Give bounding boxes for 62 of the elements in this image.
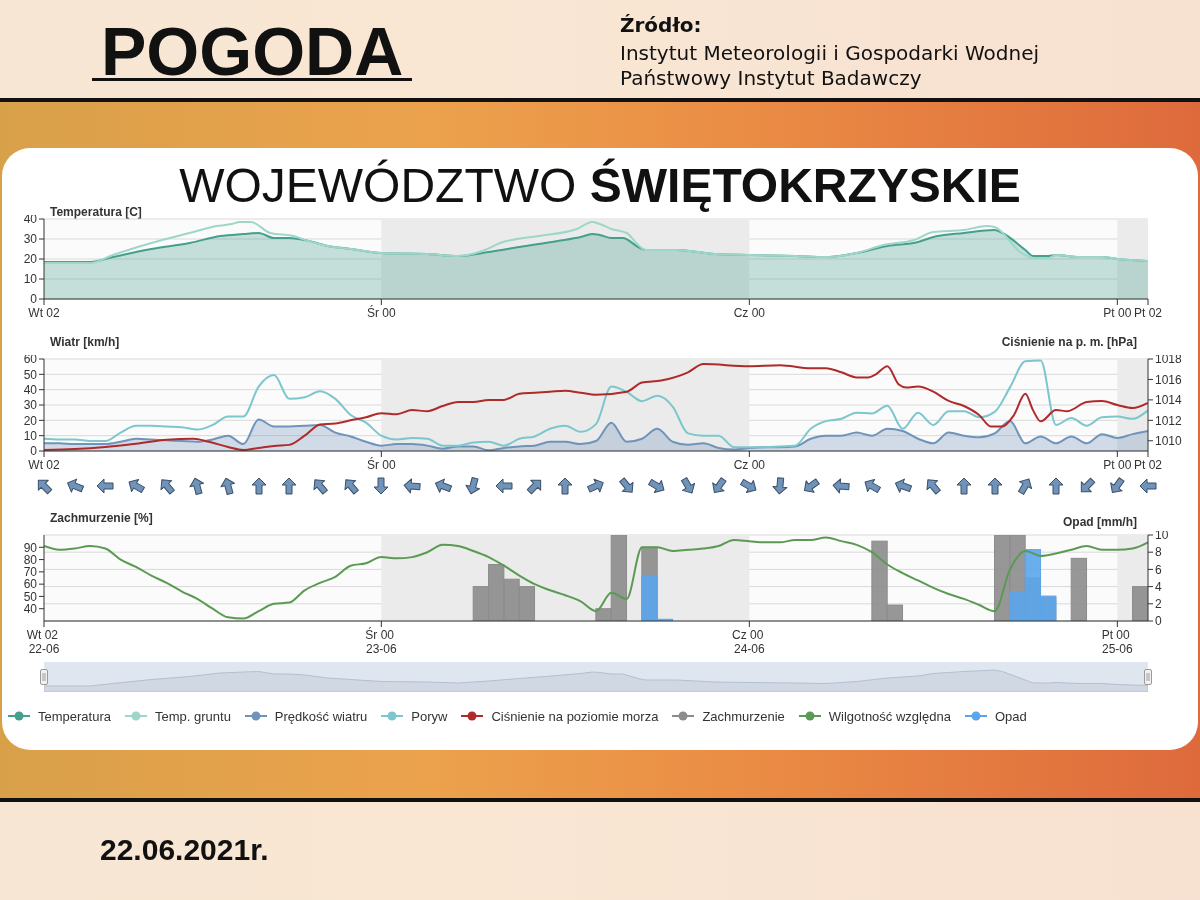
y-tick-label: 20 [23, 413, 38, 428]
x-tick-label: Śr 00 [366, 305, 396, 320]
legend-label: Zachmurzenie [702, 708, 785, 724]
y-tick-label: 40 [23, 382, 38, 397]
y-tick-label: 0 [30, 444, 38, 459]
legend-label: Ciśnienie na poziomie morza [491, 708, 659, 724]
x-tick-label: Pt 00 [1103, 458, 1132, 472]
y2-tick-label: 2 [1155, 597, 1162, 612]
y2-tick-label: 0 [1155, 614, 1162, 629]
y2-tick-label: 4 [1155, 579, 1162, 594]
legend-label: Wilgotność względna [828, 708, 951, 724]
y-tick-label: 40 [23, 212, 38, 227]
y-tick-label: 0 [30, 292, 38, 307]
y-axis-title: Zachmurzenie [%] [50, 511, 153, 525]
y-tick-label: 50 [23, 589, 38, 604]
chart-title: POGODA [100, 12, 405, 89]
y-tick-label: 30 [23, 398, 38, 413]
y-tick-label: 40 [23, 601, 38, 616]
text: Państwowy Instytut Badawczy [620, 65, 922, 91]
x-tick-label: Cz 00 [733, 458, 766, 472]
x-tick-label: Pt 00 25-06 [1101, 628, 1134, 656]
y2-tick-label: 1014 [1155, 393, 1183, 408]
y-tick-label: 10 [23, 272, 38, 287]
x-tick-label: Pt 02 [1133, 458, 1163, 472]
legend-label: Temperatura [38, 708, 111, 724]
y2-tick-label: 1016 [1155, 372, 1183, 387]
y2-tick-label: 8 [1155, 545, 1162, 560]
y-axis-title: Wiatr [km/h] [50, 335, 120, 349]
x-tick-label: Pt 00 [1103, 306, 1132, 320]
text: Instytut Meteorologii i Gospodarki Wodnej [620, 40, 1040, 66]
y-tick-label: 50 [23, 367, 38, 382]
y-tick-label: 90 [23, 540, 38, 555]
x-tick-label: Śr 00 [366, 457, 396, 472]
y2-axis-title: Opad [mm/h] [1063, 515, 1137, 529]
x-tick-label: Cz 00 [733, 306, 766, 320]
x-tick-label: Wt 02 [28, 458, 60, 472]
x-tick-label: Wt 02 [28, 306, 60, 320]
legend-label: Poryw [411, 708, 448, 724]
y-tick-label: 60 [23, 352, 38, 367]
legend-label: Temp. gruntu [154, 708, 231, 724]
y2-tick-label: 1018 [1155, 352, 1183, 367]
y-tick-label: 30 [23, 232, 38, 247]
y-tick-label: 80 [23, 552, 38, 567]
y-axis-title: Temperatura [C] [50, 205, 142, 219]
y2-tick-label: 6 [1155, 562, 1162, 577]
legend-label: Opad [994, 708, 1027, 724]
y2-tick-label: 1010 [1155, 434, 1183, 449]
x-tick-label: Cz 00 24-06 [731, 628, 767, 656]
y2-tick-label: 10 [1155, 528, 1169, 543]
x-tick-label: Śr 00 23-06 [365, 627, 398, 656]
x-tick-label: Wt 02 22-06 [26, 628, 62, 656]
y2-axis-title: Ciśnienie na p. m. [hPa] [1001, 335, 1137, 349]
y2-tick-label: 1012 [1155, 413, 1183, 428]
text: Źródło: [620, 12, 702, 38]
legend-label: Prędkość wiatru [274, 708, 368, 724]
chart-subtitle: WOJEWÓDZTWO ŚWIĘTOKRZYSKIE [179, 159, 1021, 212]
y-tick-label: 70 [23, 565, 38, 580]
y-tick-label: 60 [23, 577, 38, 592]
text: 22.06.2021r. [100, 832, 269, 868]
x-tick-label: Pt 02 [1133, 306, 1163, 320]
y-tick-label: 10 [23, 428, 38, 443]
y-tick-label: 20 [23, 252, 38, 267]
